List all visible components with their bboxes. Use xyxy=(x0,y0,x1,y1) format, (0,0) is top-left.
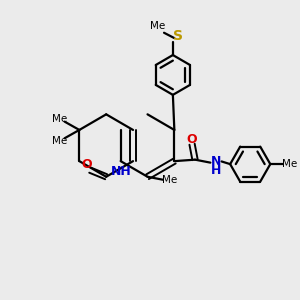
Text: Me: Me xyxy=(162,175,177,185)
Text: H: H xyxy=(211,164,221,177)
Text: Me: Me xyxy=(282,158,297,169)
Text: N: N xyxy=(211,155,221,168)
Text: NH: NH xyxy=(111,165,132,178)
Text: O: O xyxy=(81,158,92,171)
Text: O: O xyxy=(186,133,197,146)
Text: S: S xyxy=(173,29,183,43)
Text: Me: Me xyxy=(52,114,67,124)
Text: Me: Me xyxy=(52,136,67,146)
Text: Me: Me xyxy=(150,21,165,31)
